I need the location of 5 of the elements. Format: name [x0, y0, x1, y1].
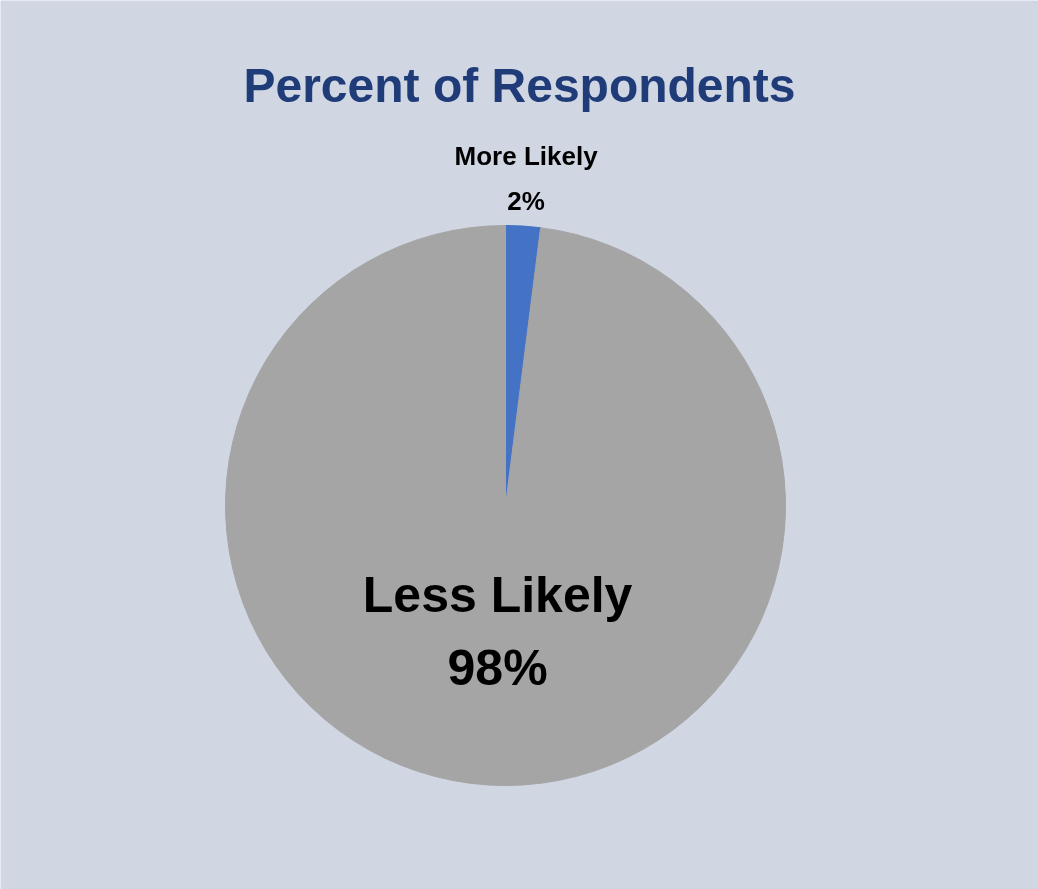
data-label: 2% — [507, 185, 545, 216]
chart-title: Percent of Respondents — [243, 59, 796, 112]
data-label: 98% — [447, 639, 548, 696]
slice-label: More Likely — [454, 141, 599, 172]
slice-label: Less Likely — [362, 566, 633, 623]
